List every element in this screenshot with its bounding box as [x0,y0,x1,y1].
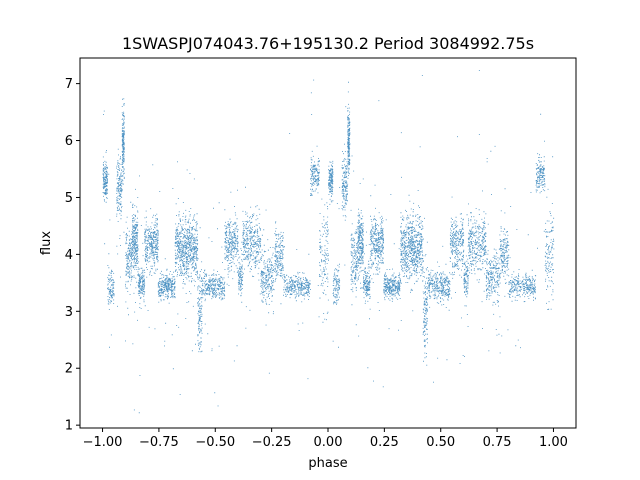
chart-title: 1SWASPJ074043.76+195130.2 Period 3084992… [122,34,534,53]
y-tick-label: 6 [65,134,73,149]
y-tick-label: 2 [65,362,73,377]
x-axis-label: phase [308,456,347,471]
y-tick-label: 4 [65,248,73,263]
y-axis-ticks: 1 2 3 4 5 6 7 [65,77,80,434]
x-axis-ticks: −1.00 −0.75 −0.50 −0.25 0.00 0.25 0.50 0.75 1.00 [83,428,568,450]
y-tick-label: 1 [65,419,73,434]
x-tick-label: −0.25 [252,435,292,450]
x-tick-label: 0.75 [483,435,512,450]
x-tick-label: 0.50 [426,435,455,450]
y-axis-label: flux [39,231,54,255]
x-tick-label: 1.00 [539,435,568,450]
x-tick-label: 0.00 [314,435,343,450]
y-tick-label: 5 [65,191,73,206]
y-tick-label: 3 [65,305,73,320]
x-tick-label: −1.00 [83,435,123,450]
x-tick-label: −0.75 [139,435,179,450]
x-tick-label: −0.50 [195,435,235,450]
y-tick-label: 7 [65,77,73,92]
x-tick-label: 0.25 [370,435,399,450]
